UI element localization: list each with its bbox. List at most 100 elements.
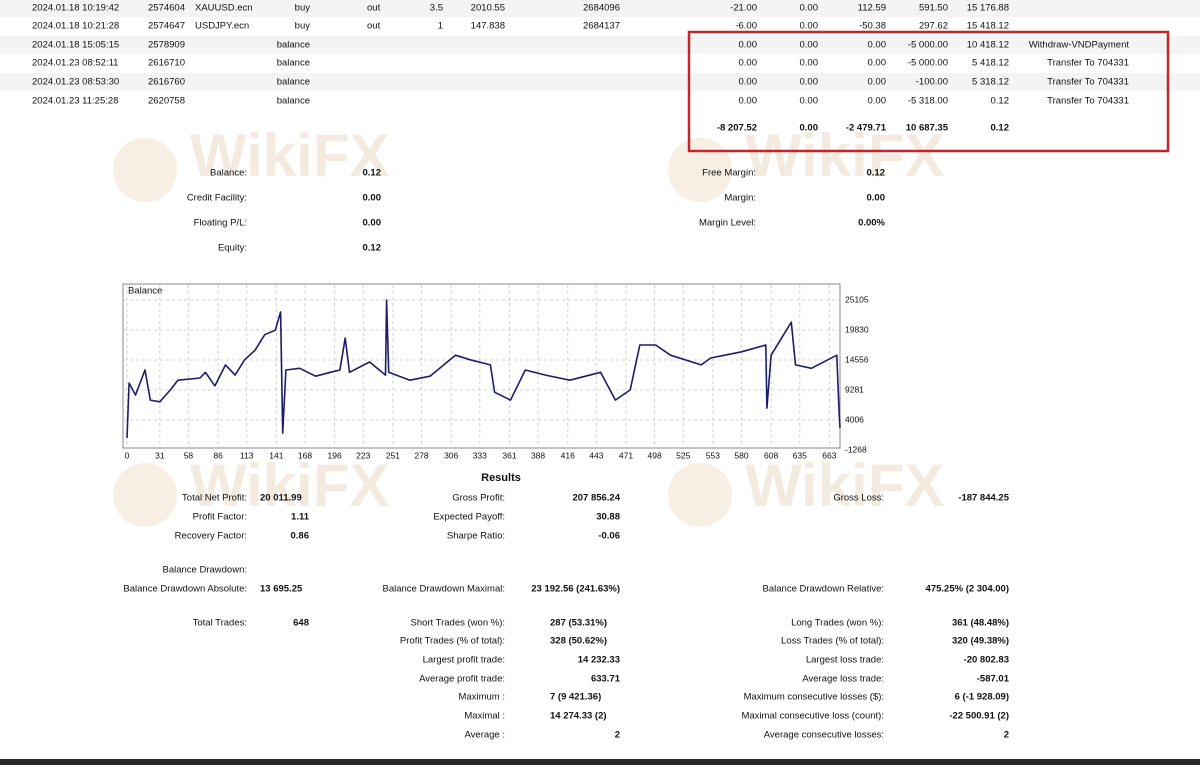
result-label: Sharpe Ratio: <box>447 531 505 542</box>
y-tick-label: 14556 <box>845 354 869 364</box>
result-value: 14 274.33 (2) <box>550 711 607 722</box>
table-cell: 0.00 <box>800 96 819 107</box>
result-value: 6 (-1 928.09) <box>955 692 1009 703</box>
watermark-logo <box>668 138 732 202</box>
y-tick-label: 9281 <box>845 384 864 394</box>
table-cell: 0.00 <box>739 40 758 51</box>
result-label: Balance Drawdown Absolute: <box>123 584 247 595</box>
summary-value: 0.12 <box>363 243 382 254</box>
summary-label: Floating P/L: <box>194 218 247 229</box>
x-tick-label: 525 <box>676 450 690 460</box>
summary-label: Credit Facility: <box>187 193 247 204</box>
table-cell: 2620758 <box>148 96 185 107</box>
table-cell: -5 318.00 <box>908 96 948 107</box>
table-cell: 0.00 <box>868 96 887 107</box>
table-cell: balance <box>277 58 310 69</box>
result-label: Average profit trade: <box>419 674 505 685</box>
total-cell: -8 207.52 <box>717 123 757 134</box>
table-cell: -6.00 <box>735 21 757 32</box>
result-label: Total Trades: <box>193 618 247 629</box>
x-tick-label: 113 <box>240 450 254 460</box>
table-cell: 0.00 <box>739 96 758 107</box>
result-label: Gross Loss: <box>833 493 884 504</box>
result-value: 320 (49.38%) <box>952 636 1009 647</box>
watermark: WikiFX <box>745 122 944 189</box>
chart-title: Balance <box>128 286 162 297</box>
x-tick-label: 141 <box>269 450 283 460</box>
summary-value: 0.12 <box>867 168 886 179</box>
result-value: -187 844.25 <box>958 493 1009 504</box>
table-cell: buy <box>295 3 311 14</box>
x-tick-label: 471 <box>619 450 633 460</box>
row-stripe <box>0 73 1200 91</box>
result-label: Largest profit trade: <box>423 655 505 666</box>
result-label: Recovery Factor: <box>175 531 247 542</box>
x-tick-label: 416 <box>561 450 575 460</box>
table-cell: 2024.01.23 11:25:28 <box>32 96 118 107</box>
table-cell: XAUUSD.ecn <box>195 3 253 14</box>
table-cell: 0.00 <box>800 77 819 88</box>
summary-value: 0.12 <box>363 168 382 179</box>
watermark-logo <box>113 138 177 202</box>
x-tick-label: 306 <box>444 450 458 460</box>
table-cell: 2574604 <box>148 3 185 14</box>
table-cell: out <box>367 3 381 14</box>
summary-value: 0.00% <box>858 218 885 229</box>
y-tick-label: 4006 <box>845 414 864 424</box>
table-cell: 297.62 <box>919 21 948 32</box>
table-cell: balance <box>277 96 310 107</box>
table-cell: 147.838 <box>471 21 505 32</box>
total-cell: 0.12 <box>991 123 1010 134</box>
result-label: Loss Trades (% of total): <box>781 636 884 647</box>
summary-value: 0.00 <box>363 193 382 204</box>
result-value: 23 192.56 (241.63%) <box>531 584 620 595</box>
result-value: -20 802.83 <box>964 655 1009 666</box>
table-cell: 112.59 <box>858 3 886 14</box>
x-tick-label: 443 <box>589 450 603 460</box>
table-cell: -50.38 <box>859 21 886 32</box>
result-value: 475.25% (2 304.00) <box>926 584 1009 595</box>
result-label: Maximal : <box>464 711 505 722</box>
table-cell: balance <box>277 40 310 51</box>
x-tick-label: 58 <box>184 450 194 460</box>
result-value: -22 500.91 (2) <box>949 711 1009 722</box>
table-cell: 2024.01.18 15:05:15 <box>32 40 119 51</box>
result-value: 7 (9 421.36) <box>550 692 601 703</box>
summary-value: 0.00 <box>867 193 886 204</box>
summary-label: Equity: <box>218 243 247 254</box>
x-tick-label: 580 <box>734 450 748 460</box>
result-value: 1.11 <box>291 512 310 523</box>
table-cell: USDJPY.ecn <box>195 21 249 32</box>
results-title: Results <box>481 472 521 484</box>
table-cell: 2684137 <box>583 21 620 32</box>
table-cell: 10 418.12 <box>967 40 1009 51</box>
result-label: Total Net Profit: <box>182 493 247 504</box>
chart-frame <box>122 283 841 449</box>
table-cell: 2024.01.18 10:21:28 <box>32 21 119 32</box>
table-cell: Transfer To 704331 <box>1047 77 1129 88</box>
total-cell: 10 687.35 <box>906 123 949 134</box>
table-cell: 2578909 <box>148 40 185 51</box>
table-cell: 5 418.12 <box>972 58 1009 69</box>
result-label: Profit Trades (% of total): <box>400 636 505 647</box>
x-tick-label: 168 <box>298 450 312 460</box>
result-label: Maximal consecutive loss (count): <box>741 711 884 722</box>
table-cell: 2024.01.23 08:52:11 <box>32 58 118 69</box>
result-value: 0.86 <box>291 531 310 542</box>
result-value: 633.71 <box>591 674 621 685</box>
result-label: Maximum : <box>459 692 505 703</box>
result-value: 14 232.33 <box>578 655 620 666</box>
result-value: 361 (48.48%) <box>952 618 1009 629</box>
x-tick-label: 635 <box>793 450 807 460</box>
table-cell: 591.50 <box>919 3 948 14</box>
table-cell: 0.00 <box>739 58 758 69</box>
summary-label: Balance: <box>210 168 247 179</box>
result-value: 287 (53.31%) <box>550 618 607 629</box>
x-tick-label: 388 <box>531 450 545 460</box>
result-value: 30.88 <box>596 512 620 523</box>
table-cell: 0.00 <box>739 77 758 88</box>
table-cell: 1 <box>438 21 443 32</box>
total-cell: -2 479.71 <box>846 123 887 134</box>
result-label: Average consecutive losses: <box>764 730 884 741</box>
